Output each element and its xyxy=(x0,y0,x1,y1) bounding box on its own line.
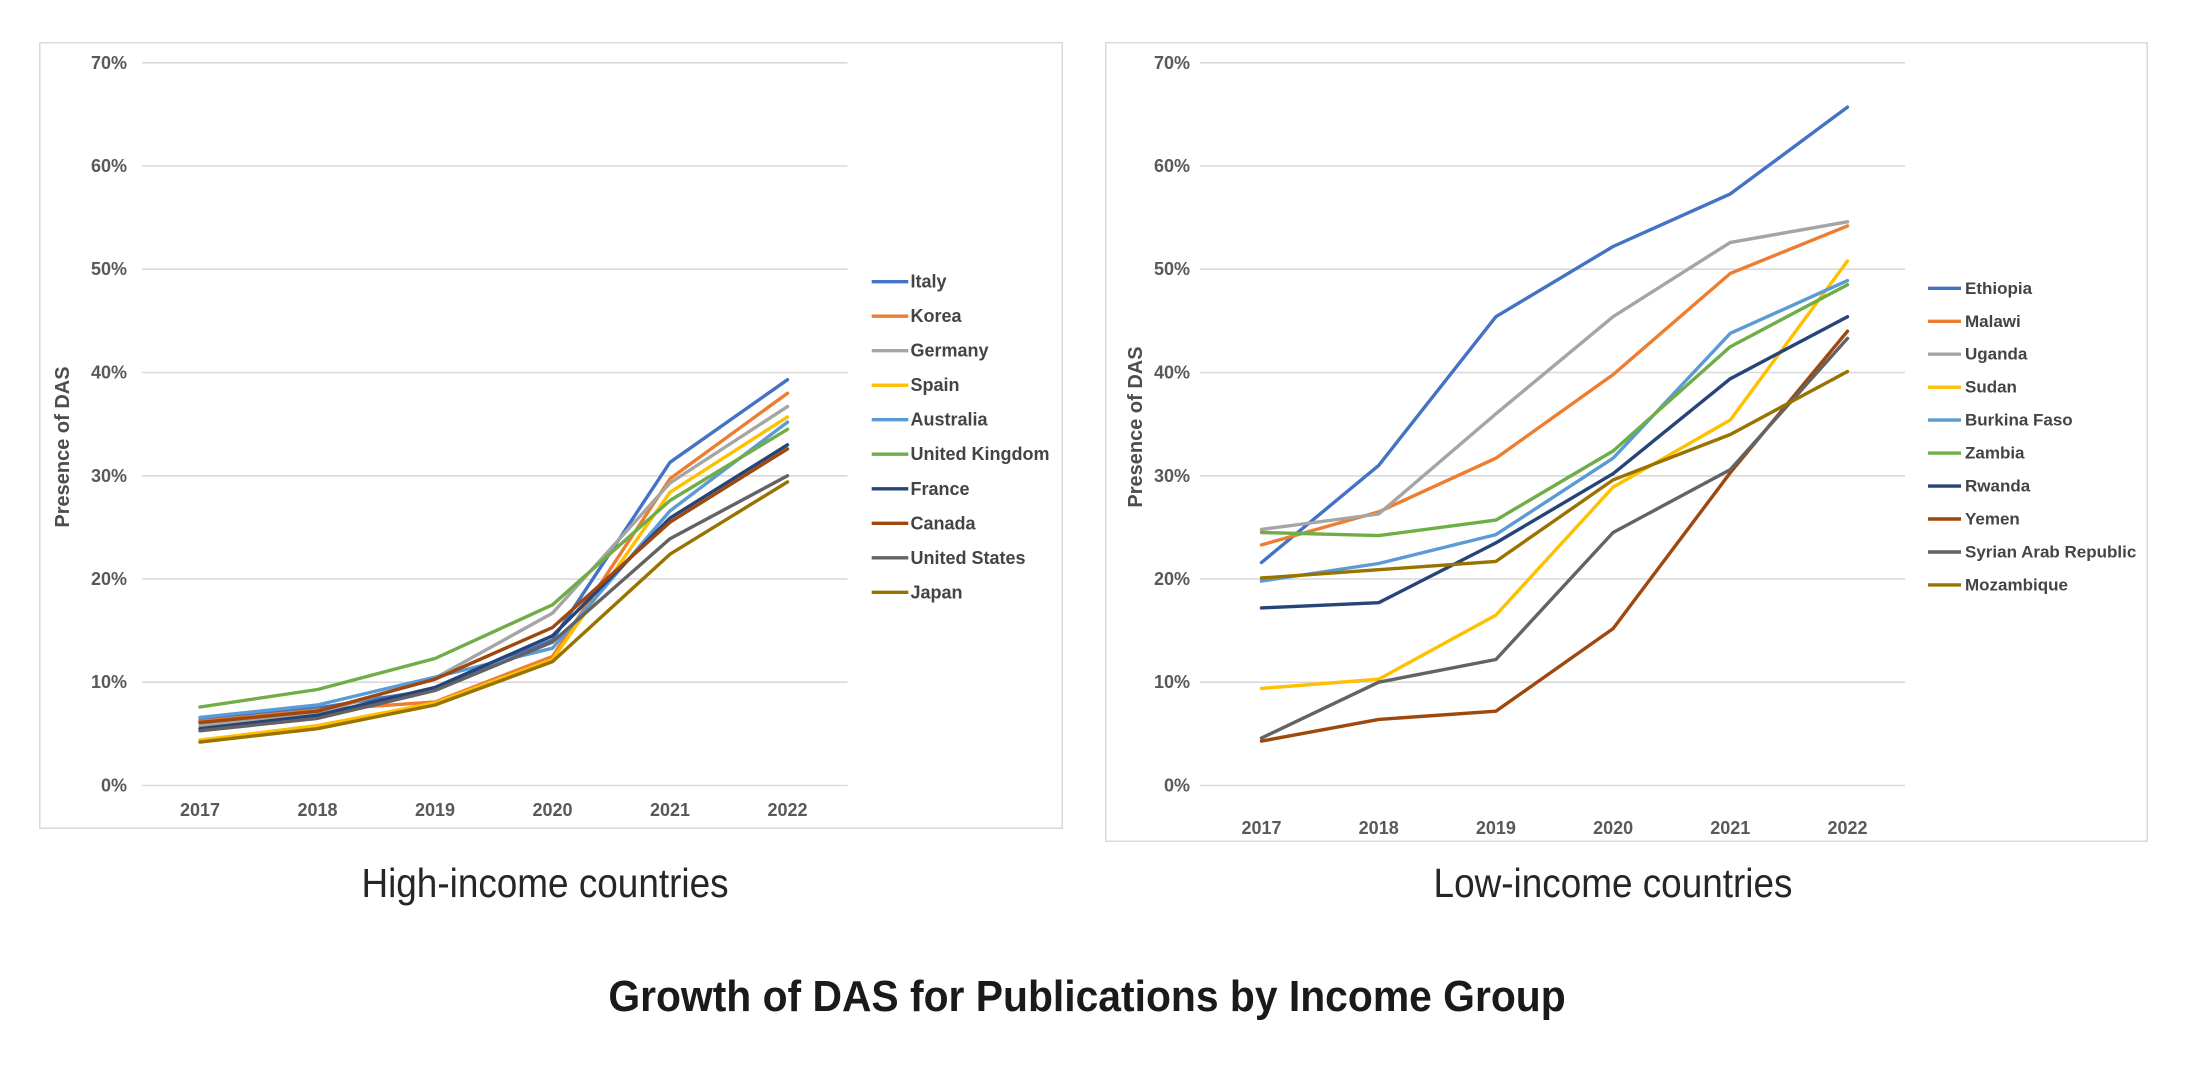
svg-text:30%: 30% xyxy=(1154,466,1190,486)
svg-text:2019: 2019 xyxy=(415,800,455,820)
svg-text:2022: 2022 xyxy=(1827,818,1867,838)
svg-text:2020: 2020 xyxy=(1593,818,1633,838)
svg-text:40%: 40% xyxy=(1154,363,1190,383)
svg-text:2019: 2019 xyxy=(1476,818,1516,838)
svg-text:0%: 0% xyxy=(1164,776,1190,796)
svg-text:70%: 70% xyxy=(1154,53,1190,73)
svg-text:Mozambique: Mozambique xyxy=(1965,575,2068,594)
svg-text:2022: 2022 xyxy=(767,800,807,820)
svg-text:Korea: Korea xyxy=(911,306,963,326)
svg-text:Sudan: Sudan xyxy=(1965,378,2017,397)
svg-text:Canada: Canada xyxy=(911,513,977,533)
svg-text:Syrian Arab Republic: Syrian Arab Republic xyxy=(1965,543,2136,562)
svg-text:France: France xyxy=(911,479,970,499)
svg-text:2021: 2021 xyxy=(650,800,690,820)
svg-text:Australia: Australia xyxy=(911,410,989,430)
svg-text:60%: 60% xyxy=(91,156,127,176)
svg-text:Germany: Germany xyxy=(911,341,989,361)
svg-text:Presence of DAS: Presence of DAS xyxy=(52,366,74,527)
svg-text:0%: 0% xyxy=(101,776,127,796)
svg-text:Ethiopia: Ethiopia xyxy=(1965,279,2033,298)
svg-text:2017: 2017 xyxy=(180,800,220,820)
svg-text:2021: 2021 xyxy=(1710,818,1750,838)
svg-text:2018: 2018 xyxy=(297,800,337,820)
svg-text:Uganda: Uganda xyxy=(1965,345,2028,364)
svg-text:10%: 10% xyxy=(1154,672,1190,692)
svg-text:2017: 2017 xyxy=(1241,818,1281,838)
svg-text:2020: 2020 xyxy=(532,800,572,820)
svg-text:40%: 40% xyxy=(91,363,127,383)
svg-text:United States: United States xyxy=(911,548,1026,568)
svg-text:70%: 70% xyxy=(91,53,127,73)
svg-text:20%: 20% xyxy=(91,569,127,589)
svg-text:Rwanda: Rwanda xyxy=(1965,477,2031,496)
svg-text:Presence of DAS: Presence of DAS xyxy=(1125,346,1147,507)
svg-text:60%: 60% xyxy=(1154,156,1190,176)
svg-text:Zambia: Zambia xyxy=(1965,444,2025,463)
svg-text:50%: 50% xyxy=(1154,259,1190,279)
svg-text:United Kingdom: United Kingdom xyxy=(911,444,1050,464)
svg-text:Italy: Italy xyxy=(911,272,947,292)
svg-text:50%: 50% xyxy=(91,259,127,279)
svg-text:Spain: Spain xyxy=(911,375,960,395)
svg-text:30%: 30% xyxy=(91,466,127,486)
svg-text:20%: 20% xyxy=(1154,569,1190,589)
svg-text:10%: 10% xyxy=(91,672,127,692)
svg-text:2018: 2018 xyxy=(1359,818,1399,838)
svg-text:Japan: Japan xyxy=(911,582,963,602)
svg-text:Malawi: Malawi xyxy=(1965,312,2021,331)
svg-text:Yemen: Yemen xyxy=(1965,510,2020,529)
svg-text:Burkina Faso: Burkina Faso xyxy=(1965,411,2073,430)
